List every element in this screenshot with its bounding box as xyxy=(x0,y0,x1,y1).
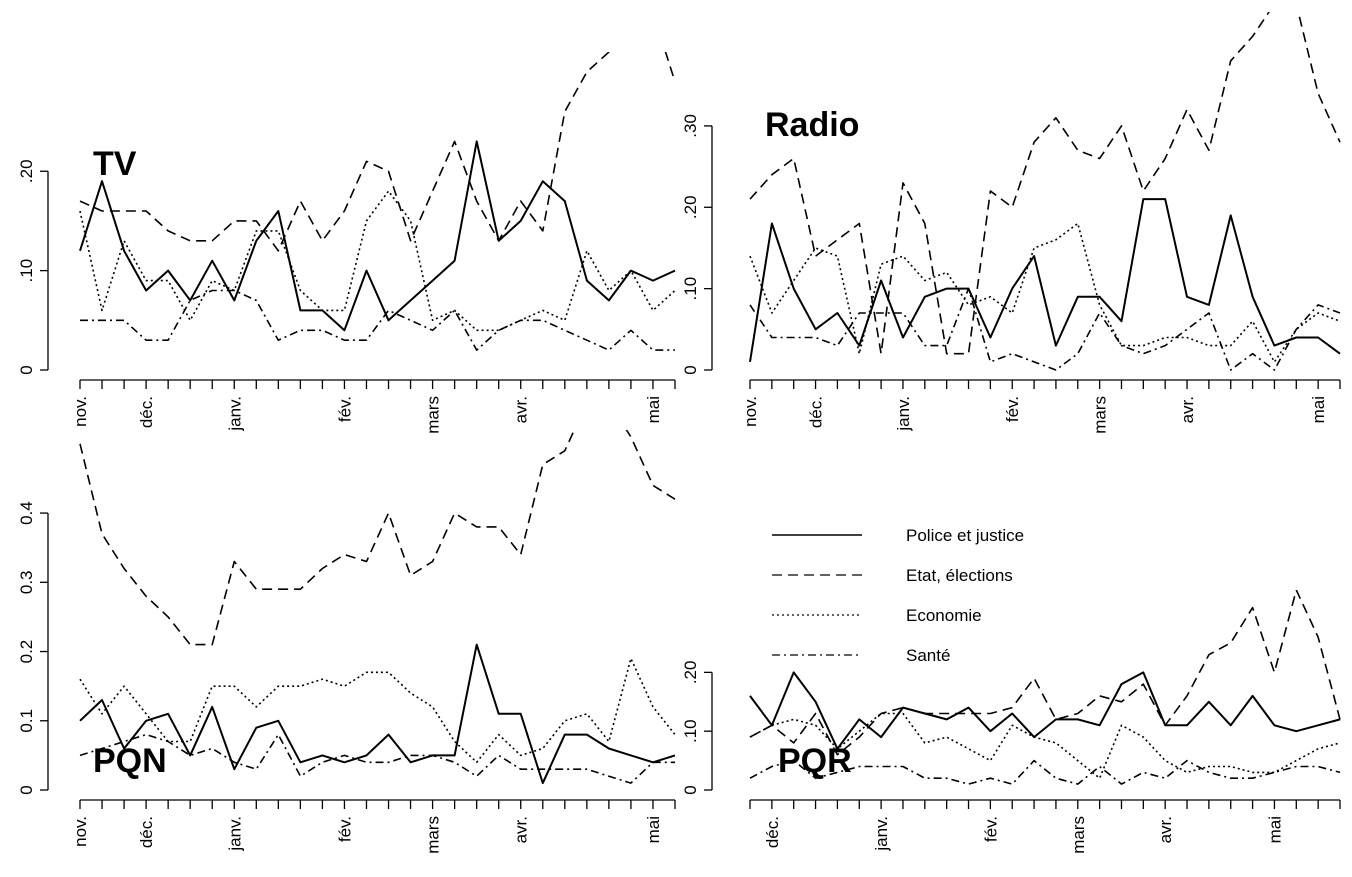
series-line-sant- xyxy=(79,733,675,784)
x-tick-label: avr. xyxy=(512,816,531,843)
x-tick-label: nov. xyxy=(71,816,90,847)
y-tick-label: 0.3 xyxy=(17,570,36,594)
x-tick-label: déc. xyxy=(137,816,156,848)
series-line-economie xyxy=(79,190,676,332)
series-line-economie xyxy=(749,712,1341,780)
series-line-police-et-justice xyxy=(79,643,676,785)
x-tick-label: mai xyxy=(1309,396,1328,423)
series-line-etat-lections xyxy=(749,590,1341,756)
x-tick-label: déc. xyxy=(137,396,156,428)
legend-label: Economie xyxy=(906,606,982,625)
panel-pqr: 0 .10 .20 déc. janv. fév. mars avr. mai PQR xyxy=(681,590,1341,854)
series-line-police-et-justice xyxy=(749,198,1341,363)
y-tick-label: .20 xyxy=(681,661,700,685)
y-tick-label: 0 xyxy=(681,785,700,794)
panel-tv: 0 .10 .20 nov. déc. janv. fév. mars avr. mai TV xyxy=(17,52,676,434)
x-tick-label: mars xyxy=(1091,396,1110,434)
y-tick-label: .30 xyxy=(681,114,700,138)
series-line-police-et-justice xyxy=(79,140,676,332)
series-line-sant- xyxy=(80,289,675,351)
x-tick-label: fév. xyxy=(981,816,1000,842)
legend-label: Santé xyxy=(906,646,950,665)
x-tick-label: janv. xyxy=(872,816,891,852)
y-tick-label: .20 xyxy=(17,159,36,183)
panel-pqn: 0 0.1 0.2 0.3 0.4 nov. déc. janv. fév. mars avr. ma… xyxy=(17,430,676,854)
x-tick-label: mai xyxy=(644,816,663,843)
x-tick-label: mars xyxy=(424,396,443,434)
series-line-etat-lections xyxy=(79,430,676,646)
x-tick-label: mars xyxy=(424,816,443,854)
x-tick-label: avr. xyxy=(1178,396,1197,423)
y-tick-label: .10 xyxy=(681,719,700,743)
y-tick-label: 0 xyxy=(17,785,36,794)
y-tick-label: .10 xyxy=(681,277,700,301)
x-tick-label: nov. xyxy=(71,396,90,427)
x-tick-label: mars xyxy=(1069,816,1088,854)
y-tick-label: 0 xyxy=(681,365,700,374)
x-tick-label: janv. xyxy=(225,816,244,852)
x-tick-label: mai xyxy=(644,396,663,423)
x-tick-label: fév. xyxy=(1003,396,1022,422)
legend-label: Police et justice xyxy=(906,526,1024,545)
series-line-sant- xyxy=(749,759,1341,785)
y-tick-label: 0.2 xyxy=(17,640,36,664)
x-tick-label: fév. xyxy=(335,396,354,422)
x-tick-label: déc. xyxy=(763,816,782,848)
series-line-police-et-justice xyxy=(749,671,1341,750)
x-tick-label: avr. xyxy=(512,396,531,423)
y-tick-label: .10 xyxy=(17,259,36,283)
x-tick-label: mai xyxy=(1265,816,1284,843)
y-tick-label: .20 xyxy=(681,195,700,219)
series-line-economie xyxy=(79,657,676,764)
panel-title: Radio xyxy=(765,106,859,144)
panel-title: PQN xyxy=(93,742,167,780)
x-tick-label: avr. xyxy=(1156,816,1175,843)
panel-title: PQR xyxy=(778,742,852,780)
legend-label: Etat, élections xyxy=(906,566,1013,585)
y-tick-label: 0.4 xyxy=(17,501,36,525)
chart-legend: Police et justice Etat, élections Economie… xyxy=(772,526,1024,665)
series-line-etat-lections xyxy=(749,12,1341,355)
series-line-etat-lections xyxy=(79,52,676,252)
y-tick-label: 0 xyxy=(17,365,36,374)
x-tick-label: janv. xyxy=(225,396,244,432)
x-tick-label: fév. xyxy=(335,816,354,842)
x-tick-label: nov. xyxy=(741,396,760,427)
panel-title: TV xyxy=(93,145,137,183)
x-tick-label: janv. xyxy=(894,396,913,432)
series-line-economie xyxy=(749,222,1341,363)
x-tick-label: déc. xyxy=(807,396,826,428)
y-tick-label: 0.1 xyxy=(17,709,36,733)
panel-radio: 0 .10 .20 .30 nov. déc. janv. fév. mars avr. mai Ra… xyxy=(681,12,1341,434)
